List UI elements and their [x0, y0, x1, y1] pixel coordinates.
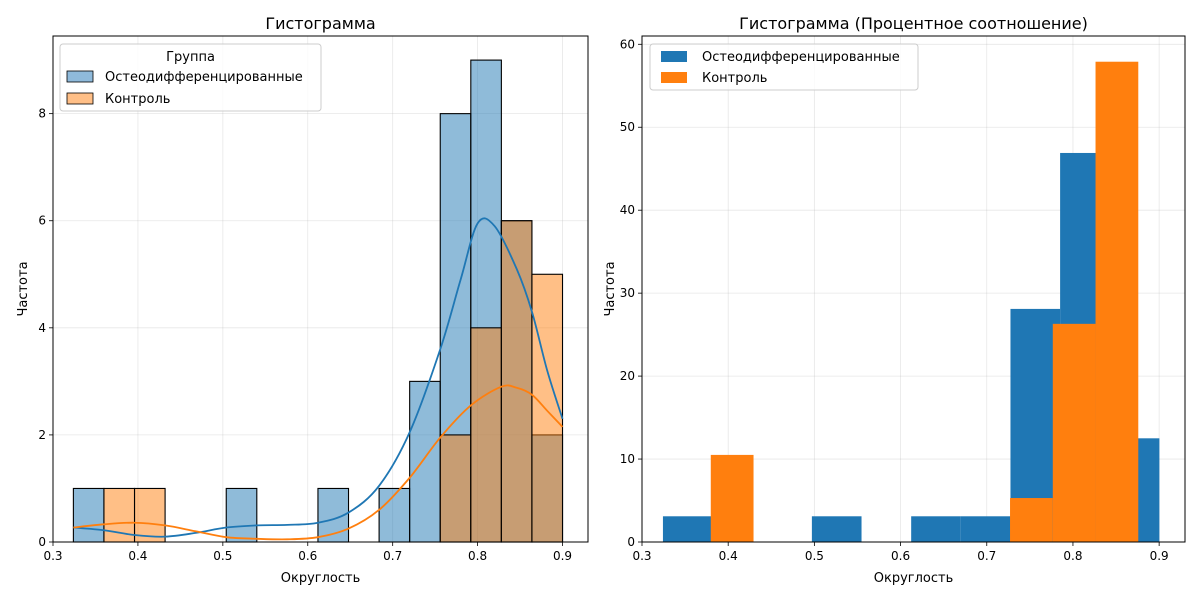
x-tick-label: 0.8	[468, 549, 487, 563]
x-tick-label: 0.7	[977, 549, 996, 563]
legend-frame	[59, 43, 322, 112]
y-tick-label: 4	[38, 321, 46, 335]
y-tick-label: 60	[620, 37, 635, 51]
y-tick-label: 6	[38, 214, 46, 228]
bar-osteo	[662, 516, 713, 542]
legend-swatch-control	[66, 92, 94, 105]
legend-frame	[649, 43, 919, 91]
legend-title: Группа	[166, 50, 215, 65]
y-tick-label: 10	[620, 452, 635, 466]
bar-control	[500, 220, 533, 543]
chart-right: 0.3 0.4 0.5 0.6 0.7 0.8 0.9 0 10 20 30 40 50 60 Гист…	[603, 14, 1186, 586]
plot-frame	[52, 35, 589, 543]
bar-control	[531, 273, 564, 543]
kde-curves	[73, 217, 564, 541]
legend-label-osteo: Остеодифференцированные	[105, 70, 303, 85]
x-ticks: 0.3 0.4 0.5 0.6 0.7 0.8 0.9	[43, 542, 572, 563]
chart-title: Гистограмма	[265, 14, 375, 33]
x-tick-label: 0.4	[128, 549, 147, 563]
x-tick-label: 0.7	[383, 549, 402, 563]
y-tick-label: 50	[620, 120, 635, 134]
x-tick-label: 0.8	[1063, 549, 1082, 563]
bar-osteo	[72, 487, 105, 543]
y-ticks: 0 10 20 30 40 50 60	[620, 37, 642, 549]
x-tick-label: 0.5	[213, 549, 232, 563]
histogram-bars	[662, 61, 1160, 542]
y-ticks: 0 2 4 6 8	[38, 107, 53, 549]
bar-osteo	[911, 516, 961, 542]
bar-osteo	[960, 516, 1011, 542]
bar-osteo	[409, 380, 441, 543]
bar-control	[439, 434, 472, 543]
plot-frame	[641, 35, 1186, 543]
x-tick-label: 0.3	[632, 549, 651, 563]
x-axis-label: Округлость	[281, 571, 361, 586]
legend-swatch-osteo	[661, 51, 687, 62]
bar-control	[1095, 61, 1139, 542]
bar-control	[1010, 498, 1053, 542]
bar-control	[133, 487, 166, 543]
chart-title: Гистограмма (Процентное соотношение)	[739, 14, 1088, 33]
kde-curve-control	[73, 384, 564, 541]
y-axis-label: Частота	[603, 261, 618, 316]
legend: Остеодифференцированные Контроль	[649, 43, 919, 91]
y-tick-label: 2	[38, 428, 46, 442]
x-tick-label: 0.9	[1150, 549, 1169, 563]
y-tick-label: 0	[38, 535, 46, 549]
x-ticks: 0.3 0.4 0.5 0.6 0.7 0.8 0.9	[632, 542, 1169, 563]
bar-control	[470, 327, 502, 543]
bar-control	[1052, 323, 1096, 542]
y-tick-label: 40	[620, 203, 635, 217]
legend-label-osteo: Остеодифференцированные	[702, 50, 900, 65]
kde-curve-osteo	[73, 217, 564, 538]
x-tick-label: 0.5	[805, 549, 824, 563]
legend: Группа Остеодифференцированные Контроль	[59, 43, 322, 112]
x-tick-label: 0.3	[43, 549, 62, 563]
x-tick-label: 0.6	[298, 549, 317, 563]
y-tick-label: 0	[627, 535, 635, 549]
y-axis-label: Частота	[16, 261, 31, 316]
y-tick-label: 30	[620, 286, 635, 300]
bar-osteo	[378, 487, 411, 543]
x-tick-label: 0.4	[719, 549, 738, 563]
bar-control	[710, 454, 754, 542]
x-axis-label: Округлость	[874, 571, 954, 586]
legend-swatch-control	[661, 72, 687, 83]
legend-label-control: Контроль	[702, 71, 767, 86]
x-tick-label: 0.6	[891, 549, 910, 563]
bar-osteo	[811, 516, 862, 542]
legend-swatch-osteo	[66, 70, 94, 83]
x-tick-label: 0.9	[553, 549, 572, 563]
histogram-bars	[72, 59, 564, 543]
legend-label-control: Контроль	[105, 92, 170, 107]
bar-osteo	[225, 487, 258, 543]
y-tick-label: 8	[38, 107, 46, 121]
y-tick-label: 20	[620, 369, 635, 383]
